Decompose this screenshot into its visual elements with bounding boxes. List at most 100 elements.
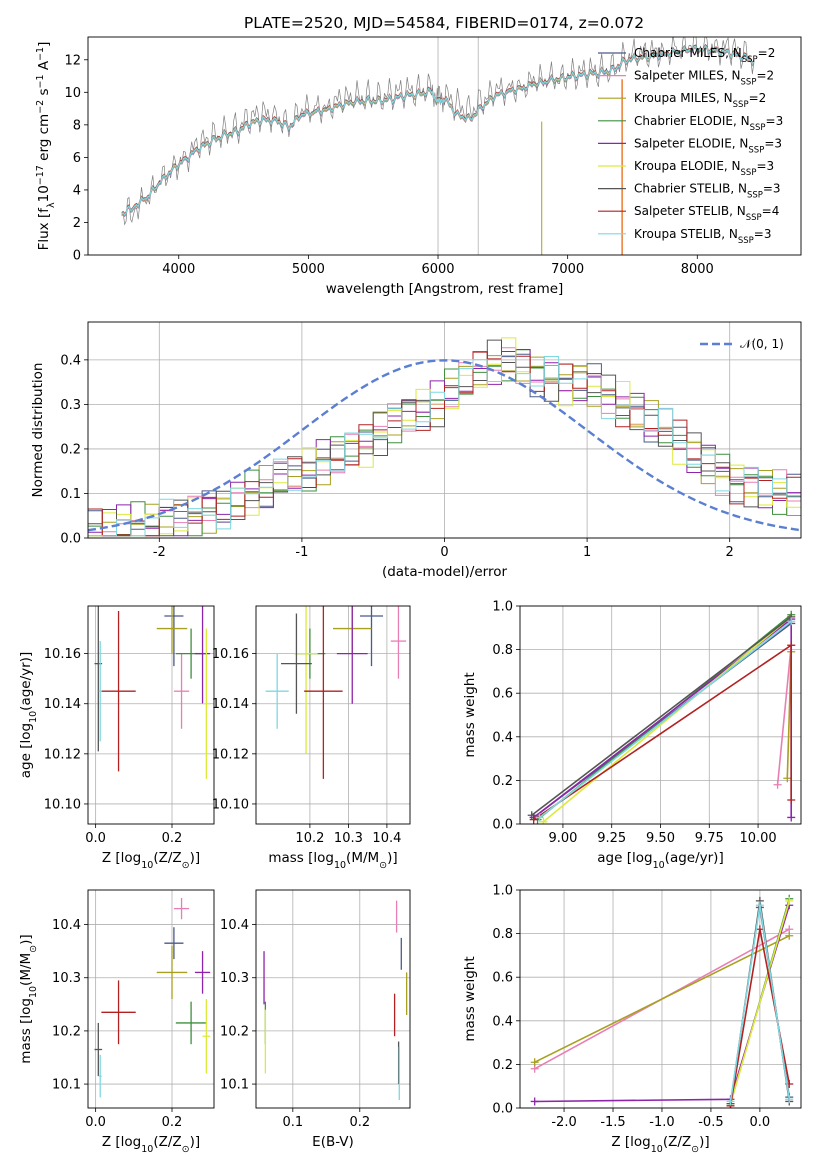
y-axis-label: mass [log10(M/M⊙)] — [18, 934, 39, 1063]
y-tick-label: 6 — [73, 151, 81, 166]
panel-mass-vs-Z: 0.0 0.2 10.1 10.2 10.3 10.4 Z [log10(Z/Z⊙)] mas… — [18, 889, 215, 1155]
errorbar-point — [359, 606, 384, 667]
x-tick-label: -1 — [295, 545, 308, 560]
errorbar-point — [390, 606, 407, 679]
x-axis-label: wavelength [Angstrom, rest frame] — [326, 281, 564, 297]
errorbar-point — [164, 927, 184, 960]
y-tick-label: 10 — [64, 86, 81, 101]
x-axis-label: (data-model)/error — [382, 564, 508, 580]
x-axis-label: age [log10(age/yr)] — [597, 850, 723, 871]
weight-line — [776, 645, 792, 785]
x-tick-label: 1 — [583, 545, 591, 560]
y-tick-label: 10.12 — [44, 747, 81, 762]
x-tick-label: 0.0 — [85, 831, 106, 846]
gaussian-curve — [88, 359, 801, 532]
y-tick-label: 10.16 — [212, 647, 249, 662]
x-tick-label: 6000 — [421, 262, 454, 277]
weight-marker — [785, 896, 794, 905]
y-tick-label: 2 — [73, 216, 81, 231]
panel-spectrum: 4000 5000 6000 7000 8000 0 2 4 6 8 10 12 wavelength … — [35, 36, 802, 297]
errorbar-point — [173, 897, 190, 920]
y-tick-label: 0.2 — [492, 774, 513, 789]
x-tick-label: 9.50 — [646, 831, 675, 846]
x-tick-label: 0.2 — [162, 831, 183, 846]
legend-entry: Kroupa STELIB, NSSP=3 — [634, 227, 772, 246]
legend-entry: Kroupa ELODIE, NSSP=3 — [634, 159, 774, 178]
x-tick-label: 10.4 — [372, 831, 401, 846]
plot-area — [88, 337, 801, 537]
y-tick-label: 0.0 — [492, 818, 513, 833]
weight-line — [531, 616, 792, 816]
panel-age-vs-Z: 0.0 0.2 10.10 10.12 10.14 10.16 Z [log10(Z/Z⊙)… — [18, 605, 215, 871]
legend-entry: Salpeter MILES, NSSP=2 — [634, 69, 774, 88]
weight-marker — [755, 901, 764, 910]
panel-residuals: -2 -1 0 1 2 0.0 0.1 0.2 0.3 0.4 (data-model)/error… — [30, 321, 802, 580]
x-tick-label: -1.0 — [649, 1115, 674, 1130]
x-tick-label: 9.25 — [597, 831, 626, 846]
weight-marker — [787, 796, 796, 805]
axes-frame — [87, 321, 802, 539]
y-tick-label: 10.3 — [220, 971, 249, 986]
weight-marker — [535, 813, 544, 822]
weight-marker — [530, 1097, 539, 1106]
y-tick-label: 10.2 — [220, 1024, 249, 1039]
errorbar-point — [281, 613, 312, 714]
errorbar-point — [194, 951, 211, 994]
x-tick-label: 9.75 — [695, 831, 724, 846]
legend-entry: Chabrier STELIB, NSSP=3 — [634, 182, 781, 201]
weight-marker — [527, 811, 536, 820]
y-tick-label: 10.4 — [220, 918, 249, 933]
y-tick-label: 0.8 — [492, 643, 513, 658]
y-tick-label: 10.1 — [52, 1078, 81, 1093]
plot-area — [94, 606, 211, 779]
errorbar-point — [94, 1022, 103, 1077]
errorbar-point — [98, 641, 102, 742]
y-tick-label: 10.14 — [44, 697, 81, 712]
y-tick-label: 4 — [73, 183, 81, 198]
spectrum-legend: Chabrier MILES, NSSP=2 Salpeter MILES, NS… — [598, 46, 783, 246]
errorbar-point — [173, 653, 190, 729]
weight-marker — [787, 617, 796, 626]
axes-frame — [255, 889, 411, 1109]
legend-entry: Salpeter STELIB, NSSP=4 — [634, 204, 779, 223]
y-tick-label: 10.3 — [52, 971, 81, 986]
x-axis-label: Z [log10(Z/Z⊙)] — [102, 1134, 200, 1155]
x-tick-label: -0.5 — [698, 1115, 723, 1130]
y-tick-label: 0.1 — [60, 487, 81, 502]
x-tick-label: 0 — [440, 545, 448, 560]
plot-area — [263, 900, 408, 1101]
y-tick-label: 12 — [64, 53, 81, 68]
weight-marker — [785, 931, 794, 940]
x-tick-label: -2 — [153, 545, 166, 560]
x-tick-label: -2.0 — [551, 1115, 576, 1130]
weight-marker — [783, 774, 792, 783]
weight-line — [539, 620, 792, 819]
axes-frame — [87, 889, 215, 1109]
y-tick-label: 1.0 — [492, 884, 513, 899]
plot-area — [94, 897, 211, 1098]
y-tick-label: 10.12 — [212, 747, 249, 762]
x-axis-label: Z [log10(Z/Z⊙)] — [102, 850, 200, 871]
errorbar-point — [202, 999, 211, 1074]
x-axis-label: E(B-V) — [312, 1134, 354, 1150]
x-tick-label: 9.00 — [548, 831, 577, 846]
legend-entry: Kroupa MILES, NSSP=2 — [634, 91, 766, 110]
axes-frame — [87, 36, 802, 256]
spectrum-model-line — [121, 44, 755, 216]
errorbar-point — [98, 1054, 102, 1098]
y-axis-label: age [log10(age/yr)] — [18, 652, 39, 778]
x-tick-label: 5000 — [292, 262, 325, 277]
axes-frame — [255, 605, 411, 825]
errorbar-point — [101, 980, 136, 1045]
panel-weight-vs-Z: -2.0 -1.5 -1.0 -0.5 0.0 0.0 0.2 0.4 0.6 0.8 1.0 Z [… — [462, 884, 802, 1155]
spectrum-data-line — [121, 37, 755, 226]
x-tick-label: 0.0 — [85, 1115, 106, 1130]
y-tick-label: 0.3 — [60, 398, 81, 413]
y-tick-label: 8 — [73, 118, 81, 133]
errorbar-point — [265, 653, 289, 729]
weight-marker — [755, 925, 764, 934]
y-tick-label: 0.0 — [60, 532, 81, 547]
weight-line — [533, 643, 792, 821]
legend-entry: Chabrier MILES, NSSP=2 — [634, 46, 775, 65]
